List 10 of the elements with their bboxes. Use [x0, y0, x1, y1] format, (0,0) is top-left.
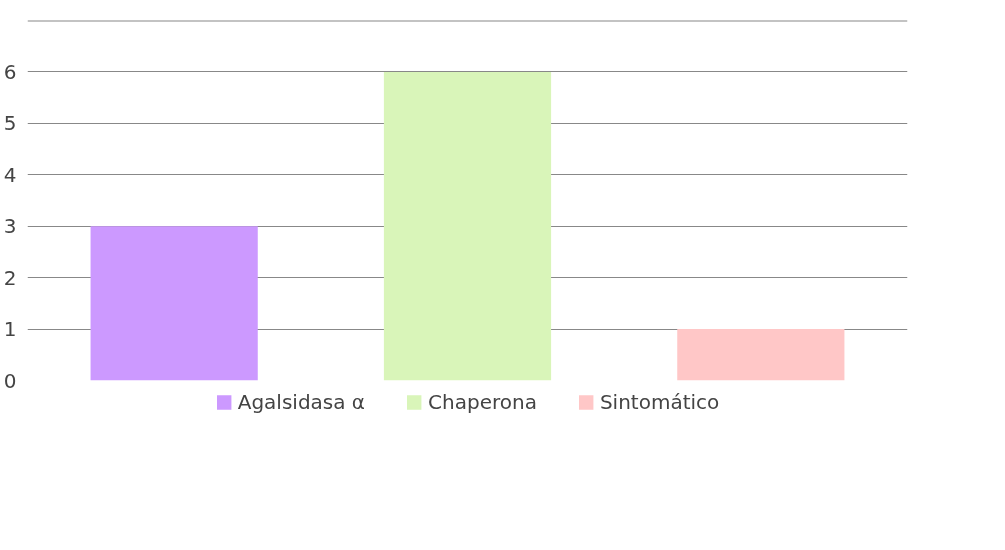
y-tick-label: 1 [3, 317, 17, 342]
y-tick-label: 5 [3, 111, 17, 136]
y-tick-label: 4 [3, 162, 17, 187]
y-tick-label: 0 [3, 368, 17, 393]
legend-label: Chaperona [428, 390, 537, 414]
legend-label: Sintomático [599, 390, 720, 414]
y-tick-label: 6 [3, 59, 17, 84]
legend-label: Agalsidasa α [237, 390, 366, 414]
y-tick-label: 3 [3, 214, 17, 239]
y-tick-label: 2 [3, 265, 17, 290]
